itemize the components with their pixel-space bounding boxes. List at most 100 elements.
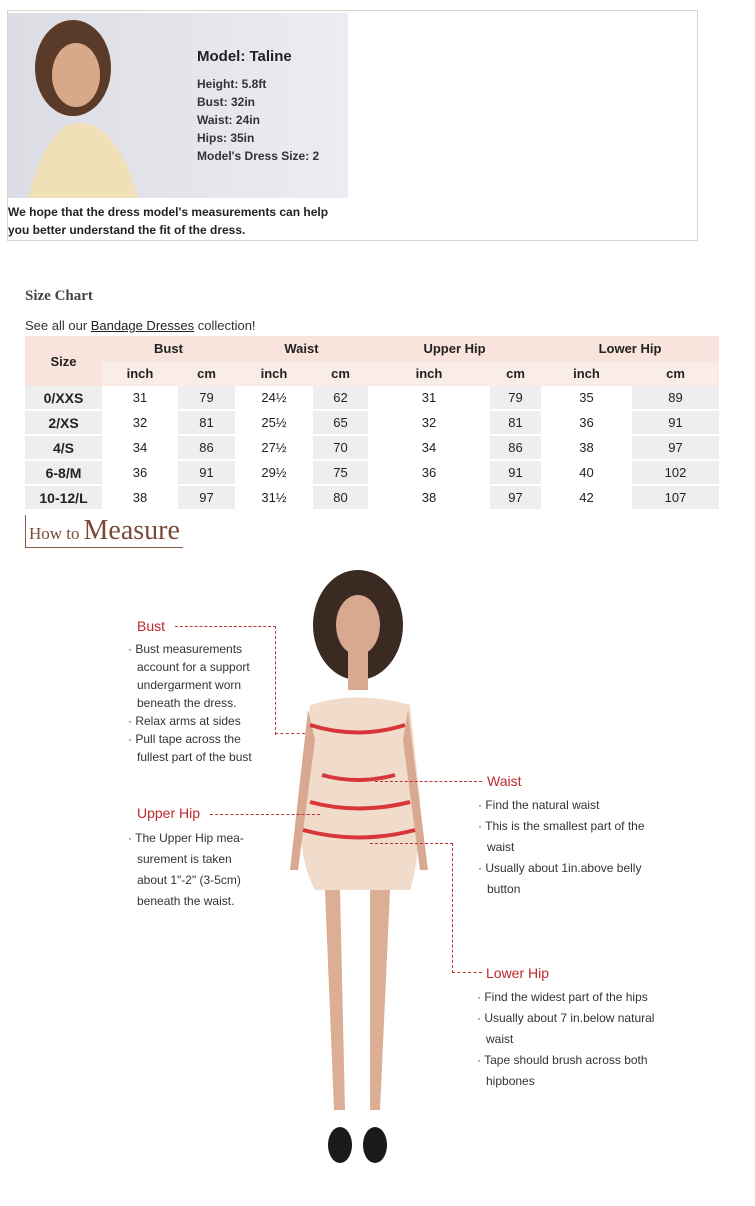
value-cell: 31 [102, 386, 178, 411]
value-cell: 38 [102, 486, 178, 511]
value-cell: 34 [102, 436, 178, 461]
note-text: Usually about 7 in.below natural waist [484, 1011, 655, 1046]
value-cell: 38 [368, 486, 490, 511]
model-bust: Bust: 32in [197, 95, 256, 109]
value-cell: 31 [368, 386, 490, 411]
value-cell: 32 [102, 411, 178, 436]
waist-notes: · Find the natural waist · This is the sm… [478, 795, 658, 900]
value-cell: 25½ [235, 411, 313, 436]
note-text: Find the widest part of the hips [484, 990, 648, 1004]
bullet-icon: · [478, 798, 486, 812]
value-cell: 29½ [235, 461, 313, 486]
size-cell: 10-12/L [25, 486, 102, 511]
note-item: · Usually about 7 in.below natural waist [477, 1008, 662, 1050]
value-cell: 42 [541, 486, 632, 511]
model-photo [8, 13, 348, 198]
size-header: Size [25, 336, 102, 386]
value-cell: 31½ [235, 486, 313, 511]
value-cell: 34 [368, 436, 490, 461]
note-item: · Find the widest part of the hips [477, 987, 662, 1008]
bullet-icon: · [477, 990, 485, 1004]
unit-header: inch [541, 361, 632, 386]
group-header: Lower Hip [541, 336, 719, 361]
bust-label: Bust [137, 618, 166, 634]
size-cell: 2/XS [25, 411, 102, 436]
model-waist: Waist: 24in [197, 113, 260, 127]
how-to-measure-heading: How to Measure [25, 515, 183, 548]
model-title: Model: Taline [197, 48, 292, 65]
note-text: Find the natural waist [485, 798, 600, 812]
note-text: Bust measurements account for a support … [135, 642, 250, 710]
value-cell: 91 [178, 461, 235, 486]
unit-header: cm [632, 361, 719, 386]
value-cell: 24½ [235, 386, 313, 411]
unit-header: inch [102, 361, 178, 386]
value-cell: 91 [632, 411, 719, 436]
model-dress-size: Model's Dress Size: 2 [197, 149, 320, 163]
group-header: Upper Hip [368, 336, 541, 361]
value-cell: 81 [490, 411, 541, 436]
bandage-dresses-link[interactable]: Bandage Dresses [90, 318, 195, 333]
bullet-icon: · [478, 819, 486, 833]
table-row: 6-8/M 36 91 29½ 75 36 91 40 102 [25, 461, 719, 486]
how-to-text: How to [29, 524, 80, 543]
upper-hip-notes: · The Upper Hip mea-surement is taken ab… [128, 828, 248, 912]
value-cell: 97 [490, 486, 541, 511]
bullet-icon: · [478, 861, 486, 875]
value-cell: 36 [102, 461, 178, 486]
unit-header: cm [490, 361, 541, 386]
note-item: · Pull tape across the fullest part of t… [128, 730, 258, 766]
model-info-box [7, 10, 698, 241]
size-cell: 4/S [25, 436, 102, 461]
note-item: · Usually about 1in.above belly button [478, 858, 658, 900]
size-chart-table: Size Bust Waist Upper Hip Lower Hip inch… [25, 336, 719, 511]
value-cell: 86 [178, 436, 235, 461]
measure-text: Measure [83, 515, 180, 546]
size-cell: 0/XXS [25, 386, 102, 411]
note-text: Usually about 1in.above belly button [485, 861, 642, 896]
group-header: Bust [102, 336, 235, 361]
note-text: Relax arms at sides [135, 714, 241, 728]
lower-hip-label: Lower Hip [486, 965, 550, 981]
note-item: · Relax arms at sides [128, 712, 258, 730]
value-cell: 62 [313, 386, 368, 411]
value-cell: 91 [490, 461, 541, 486]
value-cell: 97 [632, 436, 719, 461]
value-cell: 107 [632, 486, 719, 511]
value-cell: 40 [541, 461, 632, 486]
value-cell: 97 [178, 486, 235, 511]
model-figure [290, 570, 428, 1163]
value-cell: 86 [490, 436, 541, 461]
bullet-icon: · [477, 1011, 485, 1025]
value-cell: 36 [368, 461, 490, 486]
see-all-suffix: collection! [194, 318, 256, 333]
lower-hip-notes: · Find the widest part of the hips · Usua… [477, 987, 662, 1092]
upper-hip-label: Upper Hip [137, 805, 201, 821]
table-row: 4/S 34 86 27½ 70 34 86 38 97 [25, 436, 719, 461]
table-row: 0/XXS 31 79 24½ 62 31 79 35 89 [25, 386, 719, 411]
value-cell: 65 [313, 411, 368, 436]
bullet-icon: · [128, 642, 136, 656]
note-text: Tape should brush across both hipbones [484, 1053, 648, 1088]
value-cell: 32 [368, 411, 490, 436]
unit-header: cm [178, 361, 235, 386]
note-item: · This is the smallest part of the waist [478, 816, 658, 858]
bullet-icon: · [477, 1053, 485, 1067]
value-cell: 80 [313, 486, 368, 511]
value-cell: 35 [541, 386, 632, 411]
table-row: 10-12/L 38 97 31½ 80 38 97 42 107 [25, 486, 719, 511]
size-chart-title: Size Chart [25, 288, 93, 304]
value-cell: 79 [178, 386, 235, 411]
value-cell: 81 [178, 411, 235, 436]
see-all-text: See all our Bandage Dresses collection! [25, 318, 256, 333]
note-text: Pull tape across the fullest part of the… [135, 732, 252, 764]
note-item: · Bust measurements account for a suppor… [128, 640, 258, 712]
value-cell: 70 [313, 436, 368, 461]
value-cell: 89 [632, 386, 719, 411]
bullet-icon: · [128, 831, 136, 845]
value-cell: 79 [490, 386, 541, 411]
value-cell: 38 [541, 436, 632, 461]
note-text: The Upper Hip mea-surement is taken abou… [135, 831, 244, 908]
value-cell: 27½ [235, 436, 313, 461]
